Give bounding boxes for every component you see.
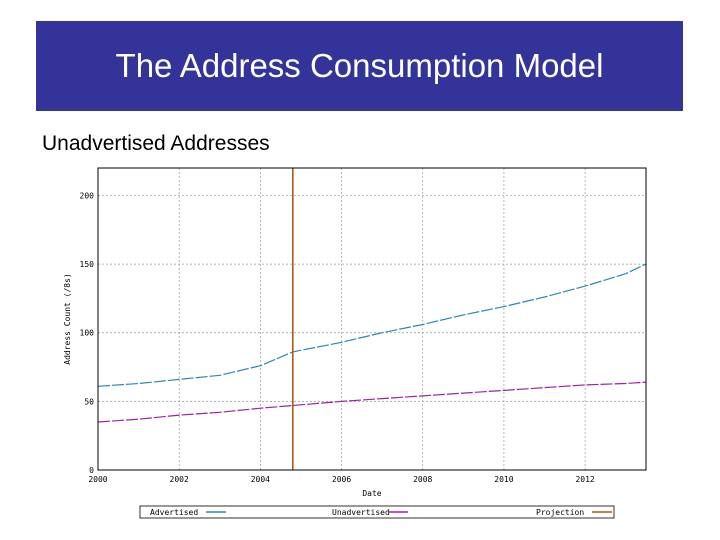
grid-layer bbox=[97, 168, 646, 471]
series-line-advertised bbox=[97, 263, 647, 387]
y-tick-label: 50 bbox=[84, 397, 94, 406]
legend-label: Advertised bbox=[150, 508, 198, 517]
y-axis-title: Address Count (/8s) bbox=[63, 273, 72, 365]
plot-frame bbox=[97, 167, 647, 471]
y-tick-label: 100 bbox=[80, 329, 95, 338]
x-tick-label: 2008 bbox=[413, 475, 432, 484]
series-line-unadvertised bbox=[97, 381, 647, 423]
legend-box bbox=[139, 505, 615, 519]
title-bar: The Address Consumption Model bbox=[36, 21, 683, 111]
y-tick-label: 150 bbox=[80, 260, 95, 269]
y-tick-label: 200 bbox=[80, 191, 95, 200]
x-axis-title: Date bbox=[362, 489, 381, 498]
x-tick-label: 2012 bbox=[575, 475, 594, 484]
slide-title: The Address Consumption Model bbox=[115, 47, 604, 84]
x-tick-label: 2010 bbox=[494, 475, 513, 484]
slide-subtitle: Unadvertised Addresses bbox=[42, 132, 270, 155]
series-layer bbox=[97, 168, 647, 470]
x-tick-label: 2000 bbox=[88, 475, 107, 484]
legend-label: Unadvertised bbox=[332, 508, 390, 517]
legend-label: Projection bbox=[536, 508, 584, 517]
address-consumption-chart: 0 50 100 150 200 2000 2002 2004 2006 2008 2010 2012… bbox=[63, 167, 647, 519]
x-tick-label: 2006 bbox=[332, 475, 351, 484]
x-tick-label: 2002 bbox=[170, 475, 189, 484]
x-tick-label: 2004 bbox=[251, 475, 270, 484]
tick-layer: 0 50 100 150 200 2000 2002 2004 2006 2008 2010 2012 bbox=[80, 191, 595, 484]
y-tick-label: 0 bbox=[89, 466, 94, 475]
legend: Advertised Unadvertised Projection bbox=[139, 505, 615, 519]
